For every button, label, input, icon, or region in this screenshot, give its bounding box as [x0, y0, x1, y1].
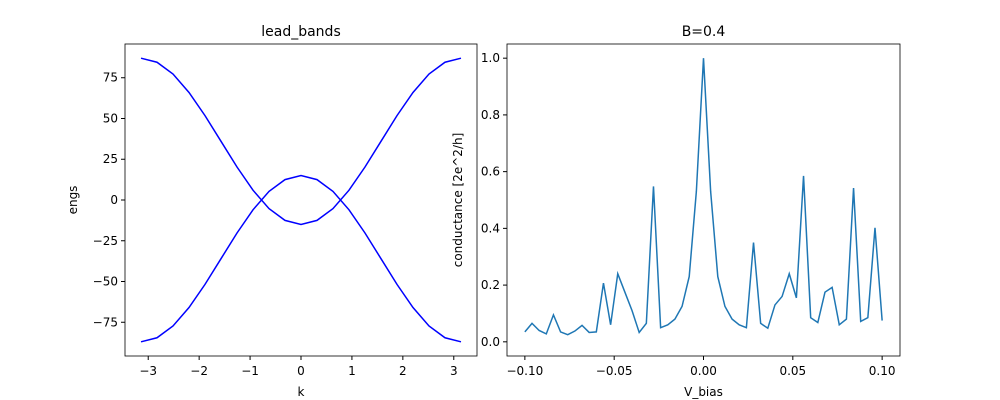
x-tick-label: 0	[297, 364, 305, 378]
x-tick-label: 2	[399, 364, 407, 378]
y-tick-label: 1.0	[481, 51, 500, 65]
x-tick-label: 1	[348, 364, 356, 378]
y-tick-label: 0.4	[481, 221, 500, 235]
x-axis-label: V_bias	[684, 385, 723, 399]
data-line	[524, 58, 883, 336]
x-tick-label: 0.10	[869, 364, 896, 378]
y-tick-label: −25	[93, 234, 118, 248]
data-line	[140, 174, 462, 343]
y-tick-label: 50	[103, 111, 118, 125]
y-tick-label: 0.8	[481, 108, 500, 122]
y-axis-label: engs	[66, 186, 80, 215]
y-axis-label: conductance [2e^2/h]	[451, 133, 465, 268]
data-line	[140, 57, 462, 226]
y-tick-label: −75	[93, 315, 118, 329]
axes-frame	[506, 43, 901, 357]
x-tick-label: 0.00	[690, 364, 717, 378]
y-tick-label: 0.2	[481, 278, 500, 292]
x-tick-label: −1	[241, 364, 259, 378]
y-tick-label: 75	[103, 71, 118, 85]
x-tick-label: 0.05	[779, 364, 806, 378]
y-tick-label: 0.6	[481, 165, 500, 179]
axes-frame	[124, 43, 478, 357]
y-tick-label: 0.0	[481, 335, 500, 349]
y-tick-label: 25	[103, 152, 118, 166]
x-tick-label: −2	[190, 364, 208, 378]
y-tick-label: −50	[93, 275, 118, 289]
x-tick-label: −0.10	[506, 364, 543, 378]
y-tick-label: 0	[110, 193, 118, 207]
chart-title: B=0.4	[682, 24, 726, 40]
x-tick-label: −0.05	[596, 364, 633, 378]
x-tick-label: −3	[139, 364, 157, 378]
chart-title: lead_bands	[261, 24, 341, 40]
x-tick-label: 3	[450, 364, 458, 378]
x-axis-label: k	[298, 385, 305, 399]
